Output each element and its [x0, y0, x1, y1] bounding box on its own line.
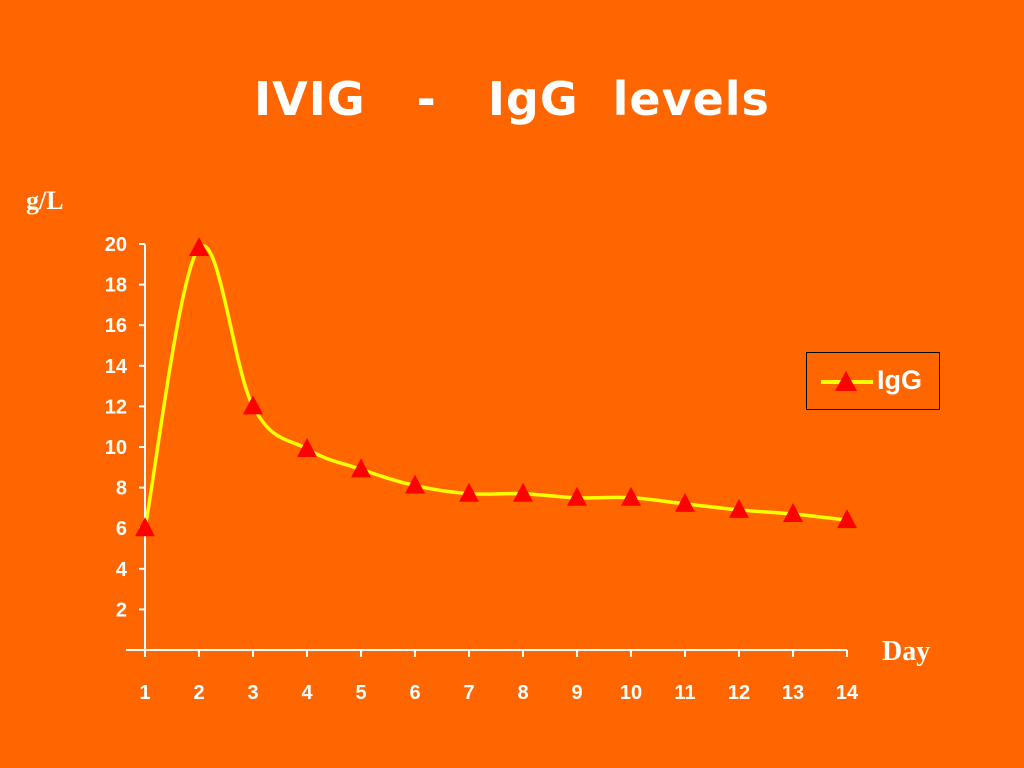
y-tick-label: 6 [116, 518, 127, 540]
x-tick-label: 7 [463, 682, 474, 704]
x-axis-label: Day [882, 636, 931, 667]
data-point-marker [351, 458, 371, 478]
data-point-marker [729, 498, 749, 518]
data-point-marker [297, 438, 317, 458]
y-tick-label: 18 [105, 275, 127, 297]
legend: IgG [806, 352, 940, 410]
y-tick-label: 16 [105, 315, 127, 337]
x-tick-label: 2 [193, 682, 204, 704]
data-point-marker [837, 509, 857, 529]
y-tick-label: 4 [116, 559, 128, 581]
y-axis-label: g/L [26, 186, 64, 215]
x-tick-label: 1 [139, 682, 150, 704]
legend-triangle-marker-icon [835, 371, 857, 391]
data-point-marker [405, 474, 425, 494]
x-tick-label: 11 [674, 682, 695, 704]
y-tick-label: 12 [105, 396, 127, 418]
series-line-igg [143, 244, 848, 529]
data-point-marker [135, 517, 155, 537]
x-tick-label: 3 [247, 682, 258, 704]
data-point-marker [567, 486, 587, 506]
x-tick-label: 13 [782, 682, 804, 704]
y-tick-label: 8 [116, 478, 127, 500]
x-tick-label: 12 [728, 682, 750, 704]
x-tick-label: 8 [517, 682, 528, 704]
data-point-marker [513, 482, 533, 502]
data-point-marker [189, 237, 209, 257]
data-point-marker [243, 395, 263, 415]
chart-title: IVIG - IgG levels [254, 72, 770, 126]
y-tick-label: 20 [105, 234, 127, 256]
x-tick-label: 5 [355, 682, 366, 704]
y-tick-label: 14 [105, 356, 128, 378]
x-tick-label: 9 [571, 682, 582, 704]
data-point-marker [621, 486, 641, 506]
data-point-marker [783, 502, 803, 522]
legend-label-igg: IgG [877, 365, 922, 395]
x-tick-label: 14 [836, 682, 859, 704]
x-tick-label: 4 [301, 682, 313, 704]
x-tick-label: 6 [409, 682, 420, 704]
y-tick-label: 2 [116, 599, 127, 621]
data-point-marker [675, 492, 695, 512]
x-tick-label: 10 [620, 682, 642, 704]
data-point-marker [459, 482, 479, 502]
y-tick-label: 10 [105, 437, 127, 459]
